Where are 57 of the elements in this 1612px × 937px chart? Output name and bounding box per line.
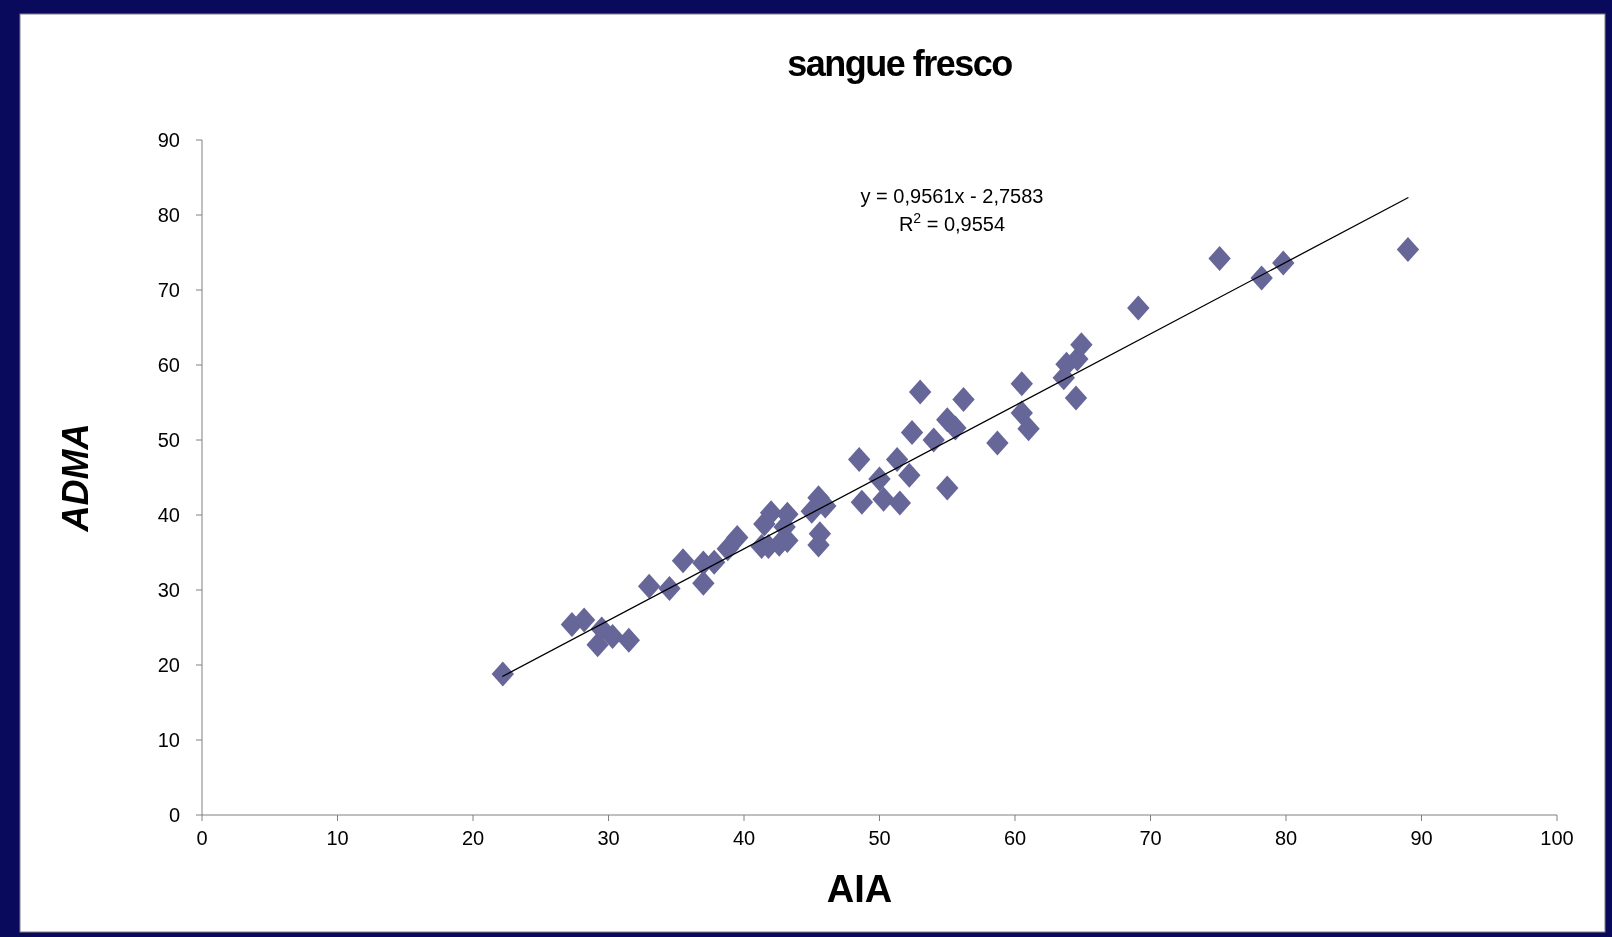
point bbox=[900, 420, 924, 445]
x-tick-label: 90 bbox=[1410, 827, 1433, 849]
point bbox=[952, 387, 975, 412]
point bbox=[1208, 246, 1231, 271]
point bbox=[944, 415, 967, 441]
x-tick-label: 40 bbox=[732, 827, 756, 849]
x-tick-label: 60 bbox=[1003, 827, 1027, 849]
point bbox=[658, 576, 681, 601]
point bbox=[986, 430, 1009, 456]
point bbox=[850, 489, 874, 515]
point bbox=[637, 573, 661, 599]
point bbox=[601, 624, 624, 649]
point bbox=[617, 627, 641, 653]
point bbox=[898, 462, 921, 488]
point bbox=[847, 447, 871, 472]
point bbox=[1127, 295, 1150, 321]
point bbox=[1010, 400, 1033, 426]
x-tick-label: 10 bbox=[326, 827, 349, 849]
annotation: y = 0,9561x - 2,7583 bbox=[860, 185, 1044, 207]
point bbox=[671, 548, 695, 574]
point bbox=[922, 427, 945, 453]
x-tick-label: 100 bbox=[1540, 827, 1574, 849]
point bbox=[1396, 237, 1420, 262]
y-tick-label: 80 bbox=[157, 204, 180, 226]
point bbox=[1017, 416, 1040, 442]
y-tick-label: 90 bbox=[157, 129, 180, 151]
chart-title: sangue fresco bbox=[787, 43, 1013, 84]
y-axis-title: ADMA bbox=[55, 423, 96, 533]
point bbox=[936, 475, 959, 501]
point bbox=[692, 570, 715, 596]
point bbox=[1272, 250, 1295, 276]
point bbox=[885, 447, 909, 472]
point bbox=[872, 486, 895, 512]
annotation: R$^{2}$ = 0,9554 bbox=[898, 210, 1006, 235]
x-tick-label: 0 bbox=[196, 827, 208, 849]
y-tick-label: 70 bbox=[157, 279, 180, 301]
y-tick-label: 0 bbox=[168, 804, 180, 826]
point bbox=[491, 661, 514, 687]
point bbox=[888, 490, 912, 516]
x-axis-title: AIA bbox=[826, 868, 893, 910]
point bbox=[868, 466, 891, 492]
x-tick-label: 20 bbox=[461, 827, 485, 849]
y-tick-label: 50 bbox=[157, 429, 180, 451]
x-tick-label: 50 bbox=[868, 827, 891, 849]
point bbox=[726, 525, 749, 550]
x-tick-label: 80 bbox=[1274, 827, 1298, 849]
y-tick-label: 60 bbox=[157, 354, 180, 376]
x-tick-label: 30 bbox=[597, 827, 620, 849]
y-tick-label: 30 bbox=[157, 579, 180, 601]
y-tick-label: 10 bbox=[157, 729, 180, 751]
y-tick-label: 40 bbox=[157, 504, 180, 526]
point bbox=[1064, 385, 1088, 411]
point bbox=[908, 379, 932, 405]
x-tick-label: 70 bbox=[1139, 827, 1162, 849]
point bbox=[1010, 371, 1033, 397]
y-tick-label: 20 bbox=[157, 654, 180, 676]
point bbox=[1250, 265, 1273, 291]
